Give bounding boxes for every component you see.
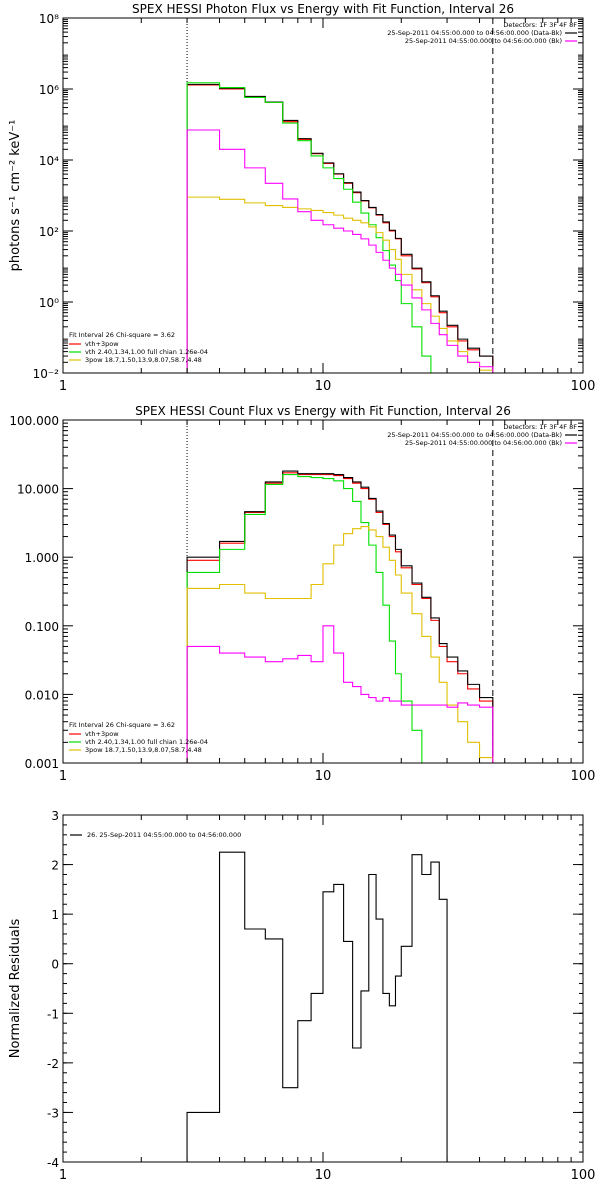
legend-bottom-left: Fit Interval 26 Chi-square = 3.62vth+3po… — [69, 721, 208, 754]
y-tick-label: 1 — [51, 908, 59, 922]
legend-header: Detectors: 1F 3F 4F 8F — [503, 423, 577, 431]
series-line-4 — [186, 625, 494, 763]
y-tick-label: -2 — [47, 1057, 59, 1071]
y-tick-label: 100.000 — [9, 414, 59, 428]
y-tick-label: 10⁸ — [39, 12, 59, 26]
series-line-3 — [186, 525, 494, 763]
x-tick-label: 10 — [315, 1168, 332, 1183]
plot-frame — [62, 17, 584, 374]
legend-entry-label: 25-Sep-2011 04:55:00.000 to 04:56:00.000… — [405, 439, 562, 447]
series-line-0 — [186, 472, 494, 763]
x-tick-label: 1 — [59, 1168, 67, 1183]
y-tick-label: 10⁰ — [39, 296, 59, 310]
y-tick-label: 0.100 — [25, 620, 59, 634]
chart-title: SPEX HESSI Count Flux vs Energy with Fit… — [135, 404, 511, 418]
legend-entry-label: vth+3pow — [85, 340, 119, 348]
x-tick-label: 100 — [571, 379, 596, 394]
photon-flux-panel: SPEX HESSI Photon Flux vs Energy with Fi… — [8, 2, 596, 394]
y-tick-label: -4 — [47, 1156, 59, 1170]
legend-header: Fit Interval 26 Chi-square = 3.62 — [69, 331, 175, 339]
y-tick-label: 0 — [51, 958, 59, 972]
legend-entry-label: vth+3pow — [85, 730, 119, 738]
legend-entry-label: 25-Sep-2011 04:55:00.000 to 04:56:00.000… — [387, 29, 562, 37]
x-tick-label: 100 — [571, 1168, 596, 1183]
y-tick-label: 10² — [39, 225, 59, 239]
legend-entry-label: 25-Sep-2011 04:55:00.000 to 04:56:00.000… — [387, 431, 562, 439]
series-line-3 — [186, 196, 494, 373]
y-tick-label: -3 — [47, 1106, 59, 1120]
series-line-2 — [186, 82, 432, 373]
residuals-panel: Normalized Residuals 1 10 100 -4 -3 -2 -1 0 1 2 3 26… — [8, 809, 595, 1183]
y-tick-label: 1.000 — [25, 551, 59, 565]
y-tick-label: 10⁴ — [39, 154, 59, 168]
x-tick-label: 100 — [571, 769, 596, 784]
plot-frame — [62, 419, 584, 764]
series-line-1 — [186, 470, 494, 763]
series-line-2 — [186, 474, 432, 763]
legend-header: Detectors: 1F 3F 4F 8F — [503, 21, 577, 29]
y-tick-label: 0.001 — [25, 757, 59, 771]
legend-entry-label: 3pow 18.7,1.50,13.9,8.07,58.7,4.48 — [85, 746, 202, 754]
count-flux-panel: SPEX HESSI Count Flux vs Energy with Fit… — [9, 404, 596, 784]
legend-bottom-left: Fit Interval 26 Chi-square = 3.62vth+3po… — [69, 331, 208, 364]
legend-entry-label: 26. 25-Sep-2011 04:55:00.000 to 04:56:00… — [87, 831, 241, 839]
legend-header: Fit Interval 26 Chi-square = 3.62 — [69, 721, 175, 729]
legend-entry-label: 25-Sep-2011 04:55:00.000 to 04:56:00.000… — [405, 37, 562, 45]
chart-title: SPEX HESSI Photon Flux vs Energy with Fi… — [132, 2, 514, 16]
x-tick-label: 1 — [59, 379, 67, 394]
y-tick-label: 2 — [51, 859, 59, 873]
legend-entry-label: vth 2.40,1.34,1.00 full chian 1.26e-04 — [85, 348, 208, 356]
legend-entry-label: 3pow 18.7,1.50,13.9,8.07,58.7,4.48 — [85, 356, 202, 364]
x-tick-label: 1 — [59, 769, 67, 784]
y-tick-label: 10⁻² — [33, 367, 60, 381]
y-axis-label: photons s⁻¹ cm⁻² keV⁻¹ — [8, 120, 23, 272]
x-tick-label: 10 — [315, 769, 332, 784]
y-tick-label: 10⁶ — [39, 83, 59, 97]
y-axis-label: Normalized Residuals — [8, 919, 23, 1059]
legend-entry-label: vth 2.40,1.34,1.00 full chian 1.26e-04 — [85, 738, 208, 746]
series-line-0 — [186, 851, 448, 1162]
y-tick-label: -1 — [47, 1007, 59, 1021]
series-line-4 — [186, 129, 494, 373]
y-tick-label: 3 — [51, 809, 59, 823]
x-tick-label: 10 — [315, 379, 332, 394]
y-tick-label: 10.000 — [17, 483, 59, 497]
legend-top-left: 26. 25-Sep-2011 04:55:00.000 to 04:56:00… — [70, 831, 241, 839]
y-tick-label: 0.010 — [25, 688, 59, 702]
